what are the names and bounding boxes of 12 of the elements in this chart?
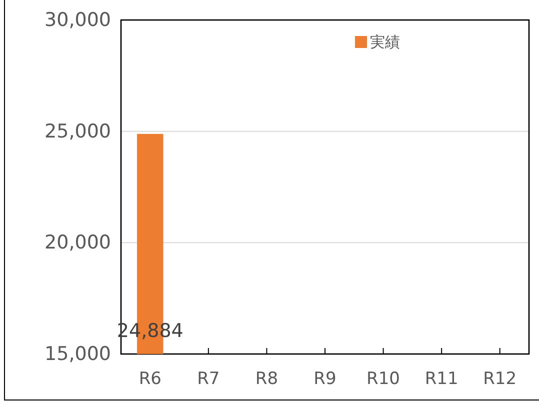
x-tick-label: R7 [197, 369, 220, 389]
y-tick-label: 30,000 [44, 9, 111, 31]
y-tick-label: 25,000 [44, 120, 111, 142]
x-tick-label: R12 [483, 369, 517, 389]
x-tick-label: R9 [314, 369, 336, 389]
x-tick-label: R6 [138, 369, 162, 389]
x-tick-label: R8 [255, 369, 278, 389]
legend-label: 実績 [370, 33, 400, 51]
y-tick-label: 15,000 [44, 343, 111, 365]
x-tick-label: R10 [366, 369, 400, 389]
y-tick-label: 20,000 [44, 232, 111, 254]
x-tick-label: R11 [424, 369, 458, 389]
